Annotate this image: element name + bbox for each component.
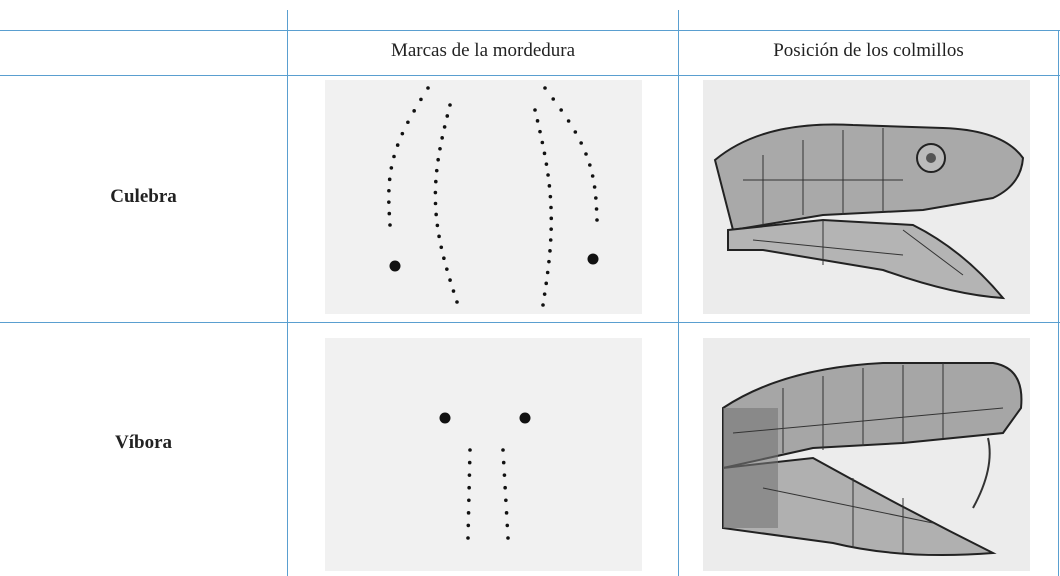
mark xyxy=(541,303,545,307)
mark xyxy=(406,120,410,125)
mark xyxy=(544,281,549,286)
rule xyxy=(0,75,1060,76)
mark xyxy=(502,473,507,477)
mark xyxy=(535,119,540,123)
mark xyxy=(506,536,510,540)
mark xyxy=(395,143,400,147)
mark xyxy=(501,460,506,465)
mark xyxy=(439,412,451,424)
mark xyxy=(467,473,472,477)
mark xyxy=(387,188,391,193)
mark xyxy=(547,184,552,188)
mark xyxy=(592,185,597,189)
mark xyxy=(546,173,550,177)
mark xyxy=(400,131,405,136)
mark xyxy=(434,179,438,184)
mark xyxy=(505,523,510,528)
mark xyxy=(466,511,471,515)
mark xyxy=(595,218,599,222)
mark xyxy=(442,256,446,261)
mark xyxy=(387,211,392,216)
column-header: Posición de los colmillos xyxy=(773,40,964,61)
mark xyxy=(573,130,578,134)
mark xyxy=(579,141,583,145)
mark xyxy=(435,223,440,228)
mark xyxy=(466,536,470,540)
column-header: Marcas de la mordedura xyxy=(390,40,576,61)
row-label: Culebra xyxy=(110,186,177,207)
mark xyxy=(566,119,571,123)
mark xyxy=(543,86,547,90)
mark xyxy=(392,154,396,159)
mark xyxy=(389,166,394,170)
mark xyxy=(437,234,441,239)
mark xyxy=(542,292,547,296)
mark xyxy=(503,485,507,490)
mark xyxy=(426,86,430,90)
bite-marks-image xyxy=(325,338,642,571)
mark xyxy=(440,136,444,140)
rule xyxy=(0,322,1060,323)
mark xyxy=(549,205,553,210)
mark xyxy=(442,125,447,129)
mark xyxy=(388,223,392,227)
mark xyxy=(455,300,459,304)
mark xyxy=(451,289,456,293)
mark xyxy=(412,109,416,113)
mark xyxy=(533,108,537,112)
mark xyxy=(559,108,563,112)
mark xyxy=(387,200,391,204)
mark xyxy=(542,151,547,156)
mark xyxy=(504,511,509,515)
mark xyxy=(501,448,505,452)
mark xyxy=(389,260,401,272)
mark xyxy=(504,498,508,503)
mark xyxy=(433,201,438,206)
mark xyxy=(519,412,531,424)
mark xyxy=(434,212,438,217)
mark xyxy=(549,227,553,231)
bite-marks-image xyxy=(325,80,642,314)
rule xyxy=(0,30,1060,31)
mark xyxy=(551,97,556,101)
mark xyxy=(548,249,552,253)
snake-head-image xyxy=(703,80,1030,314)
mark xyxy=(445,267,449,271)
mark xyxy=(468,448,472,452)
rule xyxy=(678,10,679,576)
mark xyxy=(387,177,392,182)
mark xyxy=(594,196,598,200)
mark xyxy=(548,238,553,242)
mark xyxy=(588,163,592,167)
mark xyxy=(467,498,471,503)
mark xyxy=(587,253,599,265)
mark xyxy=(434,168,439,173)
mark xyxy=(548,194,553,199)
mark xyxy=(438,146,442,151)
mark xyxy=(448,103,452,107)
rule xyxy=(287,10,288,576)
mark xyxy=(594,207,599,211)
mark xyxy=(544,162,549,166)
mark xyxy=(584,152,588,156)
mark xyxy=(590,174,595,178)
mark xyxy=(547,259,551,264)
row-label: Víbora xyxy=(115,432,172,453)
mark xyxy=(467,460,472,465)
mark xyxy=(540,140,545,145)
mark xyxy=(433,190,438,195)
mark xyxy=(439,245,444,250)
mark xyxy=(419,97,423,102)
mark xyxy=(436,157,440,162)
mark xyxy=(466,523,471,528)
mark xyxy=(549,216,554,221)
mark xyxy=(545,270,550,275)
mark xyxy=(445,114,450,118)
mark xyxy=(448,278,452,282)
mark xyxy=(538,129,542,134)
rule xyxy=(1058,30,1059,576)
mark xyxy=(467,485,471,490)
snake-head-image xyxy=(703,338,1030,571)
